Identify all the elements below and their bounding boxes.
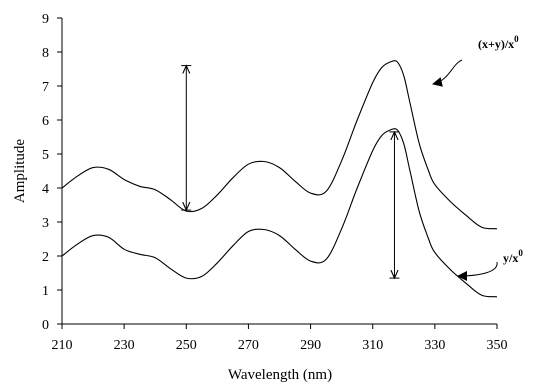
x-tick-label: 270 bbox=[238, 338, 259, 353]
series-line-1 bbox=[61, 60, 498, 230]
y-axis-title: Amplitude bbox=[12, 139, 28, 204]
y-tick-label: 3 bbox=[42, 216, 49, 231]
x-tick-label: 230 bbox=[114, 338, 135, 353]
y-tick-label: 0 bbox=[42, 318, 49, 333]
svg-text:y/x0: y/x0 bbox=[503, 248, 523, 265]
series-label-ratio: y/x0 bbox=[457, 248, 523, 281]
svg-text:(x+y)/x0: (x+y)/x0 bbox=[478, 34, 519, 51]
y-tick-label: 8 bbox=[42, 46, 49, 61]
y-tick-label: 9 bbox=[42, 12, 49, 27]
x-tick-label: 210 bbox=[52, 338, 73, 353]
x-ticks: 210 230 250 270 290 310 330 350 bbox=[52, 324, 508, 353]
series-label-sum-sup: 0 bbox=[514, 34, 519, 44]
series-label-sum-pointer bbox=[432, 59, 463, 87]
series-label-ratio-sup: 0 bbox=[518, 248, 523, 258]
y-ticks: 0 1 2 3 4 5 6 7 8 9 bbox=[42, 12, 62, 333]
x-tick-label: 250 bbox=[176, 338, 197, 353]
x-tick-label: 310 bbox=[362, 338, 383, 353]
series-lines bbox=[61, 60, 498, 298]
y-tick-label: 2 bbox=[42, 250, 49, 265]
y-tick-label: 5 bbox=[42, 148, 49, 163]
y-tick-label: 4 bbox=[42, 182, 49, 197]
axes bbox=[61, 18, 497, 325]
y-tick-label: 6 bbox=[42, 114, 49, 129]
x-tick-label: 350 bbox=[487, 338, 508, 353]
y-tick-label: 1 bbox=[42, 284, 49, 299]
series-label-ratio-pointer bbox=[457, 261, 498, 281]
series-label-sum: (x+y)/x0 bbox=[432, 34, 519, 87]
x-tick-label: 330 bbox=[424, 338, 445, 353]
series-label-sum-main: (x+y)/x bbox=[478, 37, 514, 51]
x-axis-title: Wavelength (nm) bbox=[228, 367, 332, 383]
series-line-2 bbox=[61, 128, 498, 298]
series-label-ratio-main: y/x bbox=[503, 251, 518, 265]
y-tick-label: 7 bbox=[42, 80, 49, 95]
x-tick-label: 290 bbox=[300, 338, 321, 353]
annotation-arrows bbox=[181, 66, 400, 279]
